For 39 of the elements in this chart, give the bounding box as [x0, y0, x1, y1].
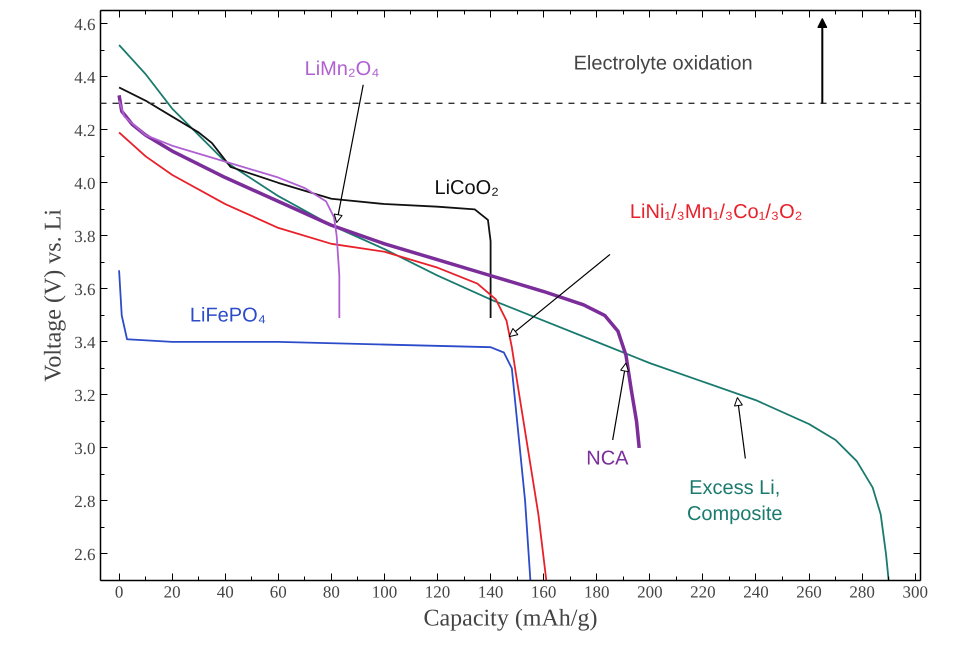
- series-label: LiFePO₄: [190, 304, 266, 326]
- series-label: LiCoO₂: [434, 177, 499, 200]
- y-tick-label: 3.0: [74, 438, 96, 458]
- y-tick-label: 4.0: [74, 174, 96, 193]
- line-series: [118, 269, 532, 580]
- y-axis-title: Voltage (V) vs. Li: [40, 208, 66, 382]
- x-tick-label: 220: [690, 582, 716, 602]
- text: LiNi₁/₃Mn₁/₃Co₁/₃O₂: [630, 200, 802, 223]
- ref-line-label: Electrolyte oxidation: [574, 52, 753, 75]
- line-series: [118, 44, 890, 580]
- x-tick-label: 0: [114, 582, 124, 602]
- x-tick-label: 180: [584, 582, 610, 602]
- x-tick-label: 240: [743, 582, 769, 602]
- y-tick-label: 3.2: [74, 386, 96, 405]
- text: LiMn₂O₄: [304, 58, 380, 80]
- y-tick-label: 3.4: [74, 332, 96, 352]
- y-tick-label: 3.8: [74, 226, 96, 246]
- x-tick-label: 300: [902, 582, 928, 602]
- series-label: NCA: [586, 448, 630, 470]
- x-tick-label: 40: [216, 582, 234, 602]
- x-tick-label: 20: [164, 582, 181, 602]
- x-tick-label: 140: [478, 582, 504, 602]
- x-tick-label: 60: [270, 582, 287, 602]
- y-tick-label: 4.6: [74, 14, 96, 34]
- x-tick-label: 120: [424, 582, 450, 602]
- y-tick-label: 2.6: [74, 544, 96, 564]
- y-tick-label: 2.8: [74, 492, 96, 511]
- x-tick-label: 280: [849, 582, 875, 602]
- y-tick-label: 3.6: [74, 280, 96, 299]
- x-tick-label: 160: [530, 582, 556, 602]
- x-tick-label: 260: [796, 582, 822, 602]
- x-tick-label: 100: [372, 582, 398, 602]
- y-tick-label: 4.4: [74, 68, 96, 87]
- x-axis-title: Capacity (mAh/g): [424, 606, 598, 632]
- x-tick-label: 200: [637, 582, 663, 602]
- y-tick-label: 4.2: [74, 120, 96, 140]
- line-series: [118, 132, 548, 580]
- text: Excess Li, Composite: [686, 476, 783, 526]
- x-tick-label: 80: [322, 582, 340, 602]
